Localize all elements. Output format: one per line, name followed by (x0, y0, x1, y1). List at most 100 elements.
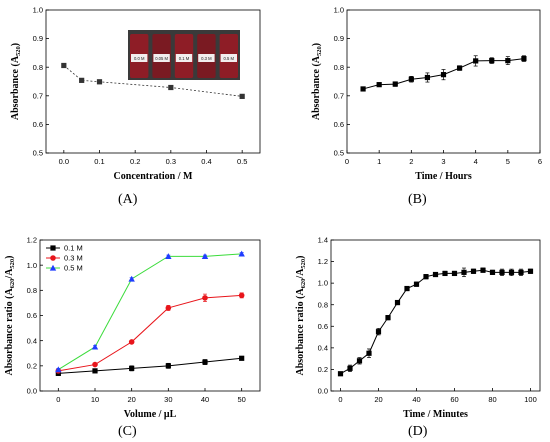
y-tick-label: 0.8 (334, 63, 344, 72)
x-tick-label: 0 (338, 395, 342, 404)
y-tick-label: 0.2 (27, 361, 37, 370)
vial-label: 0.1 M (179, 56, 190, 61)
panel-c-chart: 0 10 20 30 40 50 0.0 0.2 0.4 0.6 0.8 1.0 1.2 Volume /… (4, 236, 261, 420)
data-point (239, 355, 245, 361)
x-tick-label: 0 (56, 395, 60, 404)
data-point (521, 56, 527, 62)
y-tick-label: 0.4 (318, 343, 328, 352)
x-tick-label: 6 (538, 157, 542, 166)
vial-label-tag (131, 54, 148, 62)
x-tick-label: 10 (91, 395, 99, 404)
x-tick-label: 3 (441, 157, 445, 166)
x-tick-label: 20 (127, 395, 135, 404)
x-tick-label: 0.1 (94, 157, 104, 166)
data-point (489, 269, 496, 275)
y-tick-label: 1.2 (318, 257, 328, 266)
plot-frame (45, 9, 261, 154)
plot-frame (346, 9, 541, 154)
y-axis-label: Absorbance (A520) (10, 43, 22, 120)
data-point (505, 58, 511, 64)
y-tick-label: 0.4 (27, 336, 37, 345)
data-point (527, 268, 534, 274)
data-point (404, 285, 410, 292)
x-tick-label: 0.3 (166, 157, 176, 166)
x-tick-label: 4 (474, 157, 478, 166)
y-axis-label: Absorbance ratio (A620/A520) (4, 255, 16, 375)
y-tick-label: 1.0 (334, 6, 344, 15)
data-point (376, 82, 382, 88)
x-tick-label: 60 (450, 395, 458, 404)
data-point (96, 79, 103, 85)
x-tick-label: 80 (488, 395, 496, 404)
x-tick-label: 40 (412, 395, 420, 404)
data-point (442, 270, 448, 277)
data-point (239, 93, 245, 99)
y-tick-label: 1.0 (318, 279, 328, 288)
data-point (489, 58, 495, 64)
vial-label-tag (153, 54, 170, 62)
y-tick-label: 0.9 (33, 34, 43, 43)
x-tick-label: 1 (377, 157, 381, 166)
panel-label-a: (A) (118, 192, 138, 207)
x-tick-label: 5 (506, 157, 510, 166)
y-tick-label: 1.0 (27, 261, 37, 270)
data-point (91, 343, 99, 350)
data-point (79, 77, 85, 83)
x-tick-label: 30 (164, 395, 172, 404)
plot-frame (330, 239, 541, 392)
y-tick-label: 1.2 (27, 236, 37, 245)
y-tick-label: 0.6 (27, 311, 37, 320)
series-line (58, 357, 242, 374)
y-tick-label: 0.7 (334, 91, 344, 100)
vial-label-tag (198, 54, 215, 62)
data-point (201, 253, 209, 259)
x-tick-label: 0.2 (130, 157, 140, 166)
panel-d-chart: 0 20 40 60 80 100 0.0 0.2 0.4 0.6 0.8 1.0 1.2 1.4 Time… (295, 236, 541, 420)
vial-label: 0.3 M (201, 56, 212, 61)
y-tick-label: 0.9 (334, 34, 344, 43)
data-point (413, 281, 420, 287)
x-axis-label: Volume / μL (124, 409, 177, 420)
vial-label: 0.05 M (155, 56, 168, 61)
data-point (165, 363, 171, 369)
legend-marker (50, 255, 56, 261)
data-point (129, 365, 135, 371)
x-tick-label: 2 (409, 157, 413, 166)
data-point (128, 339, 135, 345)
panel-b-chart: 0 1 2 3 4 5 6 0.5 0.6 0.7 0.8 0.9 1.0 Time / Hours Abs… (311, 6, 542, 182)
series-line (58, 253, 242, 371)
x-axis-label: Time / Hours (415, 171, 472, 182)
data-point (168, 84, 174, 91)
y-tick-label: 0.5 (33, 149, 43, 158)
data-point (375, 329, 382, 335)
data-point (238, 250, 245, 257)
data-point (456, 65, 463, 71)
data-point (451, 270, 458, 277)
panel-label-c: (C) (118, 424, 137, 439)
series-line (340, 269, 531, 375)
data-point (337, 371, 344, 377)
data-point (508, 269, 515, 275)
x-tick-label: 0 (345, 157, 349, 166)
data-point (499, 269, 505, 275)
data-point (202, 359, 208, 365)
y-tick-label: 0.2 (318, 365, 328, 374)
x-tick-label: 100 (524, 395, 537, 404)
data-point (202, 295, 208, 301)
panel-a-chart: 0.0 0.1 0.2 0.3 0.4 0.5 0.5 0.6 0.7 0.8 0.9 1.0 Conc… (10, 6, 261, 182)
y-tick-label: 0.6 (33, 120, 43, 129)
x-axis-label: Concentration / M (114, 171, 193, 182)
data-point (480, 267, 486, 273)
data-point (128, 275, 135, 282)
legend-marker (49, 264, 57, 271)
legend-label: 0.5 M (64, 264, 83, 273)
data-point (238, 292, 245, 299)
panel-label-b: (B) (408, 192, 427, 207)
data-point (385, 315, 391, 321)
data-point (366, 350, 372, 356)
data-point (356, 358, 363, 364)
vial-label-tag (220, 54, 237, 62)
data-point (55, 366, 62, 373)
y-tick-label: 0.5 (334, 149, 344, 158)
